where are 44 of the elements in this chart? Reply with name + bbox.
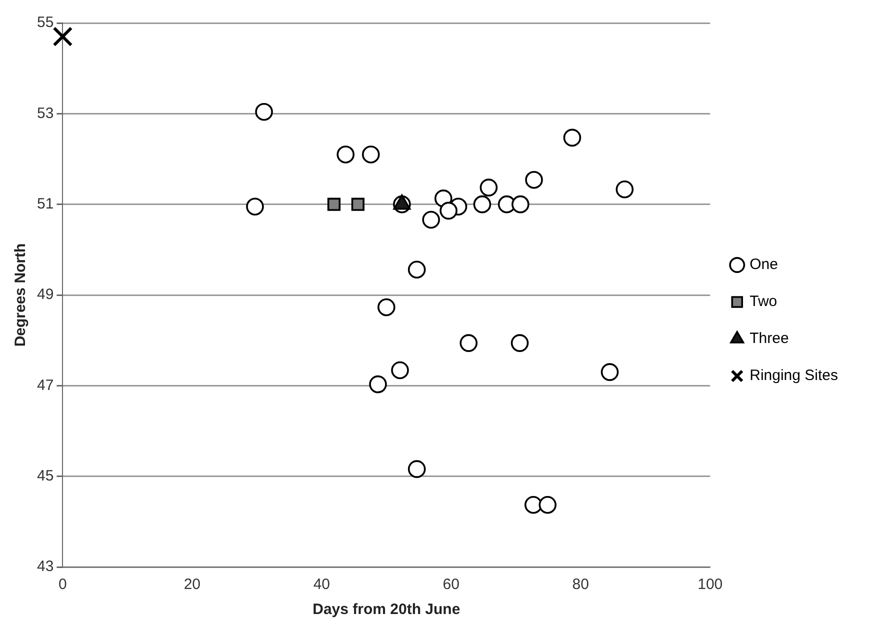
legend-label: Two	[750, 293, 778, 310]
y-tick-label: 51	[36, 195, 54, 212]
x-tick-label: 40	[313, 576, 330, 594]
x-axis-title: Days from 20th June	[312, 601, 460, 618]
point	[563, 128, 582, 147]
point	[362, 146, 380, 164]
y-tick-label: 53	[36, 104, 54, 122]
x-tick-label: 60	[442, 576, 460, 594]
point	[616, 180, 634, 198]
point	[336, 146, 355, 164]
point	[408, 460, 426, 478]
y-tick-label: 47	[36, 376, 54, 394]
point	[422, 210, 440, 229]
y-tick-label: 43	[36, 558, 54, 576]
point	[460, 334, 478, 352]
point	[600, 363, 619, 381]
x-tick-label: 80	[572, 576, 589, 594]
y-tick-label: 49	[36, 286, 54, 304]
point	[391, 361, 409, 380]
point	[473, 195, 492, 214]
point	[525, 170, 543, 189]
point	[408, 260, 426, 279]
point	[246, 198, 264, 216]
point	[480, 178, 498, 196]
point	[327, 198, 341, 211]
point	[512, 195, 530, 214]
y-axis-title: Degrees North	[12, 243, 30, 347]
y-tick-label: 45	[36, 467, 54, 484]
point	[351, 198, 364, 211]
y-tick-label: 55	[36, 14, 54, 32]
point	[538, 496, 557, 514]
legend-label: Ringing Sites	[750, 367, 838, 384]
point	[255, 102, 273, 121]
x-tick-label: 100	[698, 576, 723, 594]
legend-label: Three	[750, 330, 789, 348]
legend-label: One	[750, 256, 778, 274]
point	[369, 375, 387, 394]
x-tick-label: 20	[184, 576, 201, 594]
point	[378, 298, 396, 316]
point	[52, 26, 73, 47]
point	[440, 202, 458, 220]
x-tick-label: 0	[58, 576, 67, 594]
point	[510, 334, 529, 352]
point	[524, 496, 542, 514]
